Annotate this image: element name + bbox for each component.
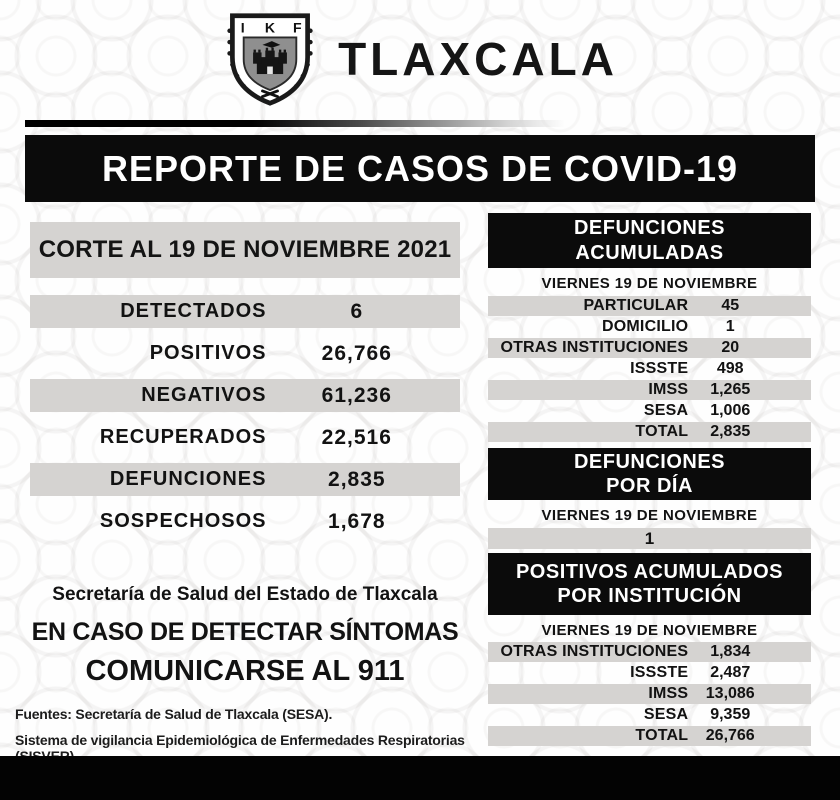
banner-title-line: DEFUNCIONES	[573, 450, 726, 473]
row-label: SESA	[643, 402, 689, 419]
svg-text:I: I	[241, 20, 245, 36]
cutoff-date-banner: CORTE AL 19 DE NOVIEMBRE 2021	[30, 222, 460, 278]
right-column: DEFUNCIONES ACUMULADAS VIERNES 19 DE NOV…	[488, 213, 811, 747]
banner-title-line: ACUMULADAS	[575, 241, 724, 264]
row-value: 1,834	[710, 643, 751, 660]
row-label: SESA	[643, 706, 689, 723]
table-row: RECUPERADOS 22,516	[30, 421, 460, 454]
row-value: 1,265	[710, 381, 751, 398]
stat-value: 6	[350, 299, 364, 323]
sources-block: Fuentes: Secretaría de Salud de Tlaxcala…	[15, 706, 485, 774]
table-row: TOTAL 26,766	[488, 726, 811, 746]
stat-label: DETECTADOS	[120, 300, 267, 322]
state-stats-table: DETECTADOS 6 POSITIVOS 26,766 NEGATIVOS …	[30, 295, 460, 538]
table-row: DEFUNCIONES 2,835	[30, 463, 460, 496]
stat-value: 2,835	[328, 467, 386, 491]
row-label: PARTICULAR	[583, 297, 689, 314]
row-value: 13,086	[705, 685, 755, 702]
row-value: 1,006	[710, 402, 751, 419]
deaths-accumulated-banner: DEFUNCIONES ACUMULADAS	[488, 213, 811, 268]
brand-name: TLAXCALA	[338, 33, 618, 85]
castle-door	[267, 66, 273, 75]
table-row: ISSSTE 2,487	[488, 663, 811, 683]
table-row: SOSPECHOSOS 1,678	[30, 505, 460, 538]
row-label: OTRAS INSTITUCIONES	[500, 643, 689, 660]
tlaxcala-coat-of-arms-icon: I K F	[227, 13, 313, 106]
row-label: IMSS	[648, 381, 689, 398]
header-brand: I K F TLAXCALA	[0, 12, 840, 106]
table-row: OTRAS INSTITUCIONES 20	[488, 338, 811, 358]
report-title-banner: REPORTE DE CASOS DE COVID-19	[25, 135, 815, 202]
stat-label: DEFUNCIONES	[109, 468, 267, 490]
table-row: DOMICILIO 1	[488, 317, 811, 337]
section-date: VIERNES 19 DE NOVIEMBRE	[541, 275, 758, 292]
banner-title-line: POR INSTITUCIÓN	[557, 585, 742, 607]
row-value: 2,487	[710, 664, 751, 681]
deaths-accumulated-table: PARTICULAR 45 DOMICILIO 1 OTRAS INSTITUC…	[488, 296, 811, 442]
table-row: OTRAS INSTITUCIONES 1,834	[488, 642, 811, 662]
table-row: DETECTADOS 6	[30, 295, 460, 328]
section-date: VIERNES 19 DE NOVIEMBRE	[541, 507, 758, 524]
svg-text:K: K	[265, 20, 276, 36]
row-label: OTRAS INSTITUCIONES	[500, 339, 689, 356]
issuer-text: Secretaría de Salud del Estado de Tlaxca…	[52, 584, 438, 605]
advice-line-1: EN CASO DE DETECTAR SÍNTOMAS	[31, 618, 459, 646]
svg-text:F: F	[293, 20, 302, 36]
shield-edge-ornaments	[227, 28, 313, 89]
stat-label: POSITIVOS	[149, 342, 267, 364]
row-label: ISSSTE	[630, 360, 689, 377]
advice-line-2: COMUNICARSE AL 911	[85, 655, 405, 687]
row-label: IMSS	[648, 685, 689, 702]
sources-line-1: Fuentes: Secretaría de Salud de Tlaxcala…	[15, 706, 333, 722]
stat-label: RECUPERADOS	[99, 426, 267, 448]
positives-by-institution-banner: POSITIVOS ACUMULADOS POR INSTITUCIÓN	[488, 553, 811, 615]
table-row: ISSSTE 498	[488, 359, 811, 379]
table-row: TOTAL 2,835	[488, 422, 811, 442]
gradient-divider	[25, 120, 565, 127]
row-label: ISSSTE	[630, 664, 689, 681]
footer-bar	[0, 756, 840, 800]
stat-label: SOSPECHOSOS	[99, 510, 267, 532]
row-value: 20	[721, 339, 740, 356]
row-value: 45	[721, 297, 740, 314]
table-row: NEGATIVOS 61,236	[30, 379, 460, 412]
stat-value: 1,678	[328, 509, 386, 533]
table-row: POSITIVOS 26,766	[30, 337, 460, 370]
row-label: TOTAL	[635, 727, 689, 744]
row-value: 9,359	[710, 706, 751, 723]
deaths-per-day-value: 1	[488, 528, 811, 549]
banner-title-line: POSITIVOS ACUMULADOS	[515, 560, 784, 583]
castle-icon	[253, 47, 287, 75]
banner-title-line: DEFUNCIONES	[573, 217, 726, 240]
crossed-bones-icon	[261, 89, 279, 99]
row-value: 1	[725, 318, 735, 335]
table-row: IMSS 13,086	[488, 684, 811, 704]
stat-value: 22,516	[321, 425, 392, 449]
stat-label: NEGATIVOS	[141, 384, 267, 406]
heron-icon	[262, 41, 281, 48]
stat-value: 61,236	[321, 383, 392, 407]
positives-by-institution-table: OTRAS INSTITUCIONES 1,834 ISSSTE 2,487 I…	[488, 642, 811, 746]
deaths-per-day-banner: DEFUNCIONES POR DÍA	[488, 448, 811, 500]
section-date: VIERNES 19 DE NOVIEMBRE	[541, 622, 758, 639]
table-row: IMSS 1,265	[488, 380, 811, 400]
left-column: CORTE AL 19 DE NOVIEMBRE 2021 DETECTADOS…	[30, 222, 460, 688]
stat-value: 26,766	[321, 341, 392, 365]
row-value: 26,766	[705, 727, 755, 744]
table-row: PARTICULAR 45	[488, 296, 811, 316]
table-row: SESA 1,006	[488, 401, 811, 421]
banner-title-line: POR DÍA	[606, 475, 693, 497]
row-value: 2,835	[710, 423, 751, 440]
table-row: SESA 9,359	[488, 705, 811, 725]
row-label: TOTAL	[635, 423, 689, 440]
row-value: 498	[716, 360, 744, 377]
row-label: DOMICILIO	[602, 318, 689, 335]
